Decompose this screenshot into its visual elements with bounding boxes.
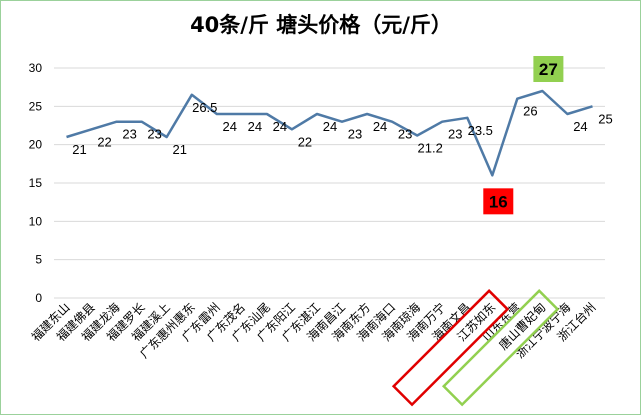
highlight-boxes	[391, 289, 560, 407]
y-tick-label: 0	[35, 291, 42, 305]
highlight-box	[391, 289, 510, 407]
data-label: 23	[348, 127, 362, 142]
y-tick-label: 15	[29, 176, 43, 190]
y-tick-label: 10	[29, 214, 43, 228]
series-line	[66, 89, 593, 177]
max-callout-label: 27	[539, 60, 558, 79]
data-label: 21.2	[418, 140, 443, 155]
chart-title: 40条/斤 塘头价格（元/斤）	[190, 13, 452, 37]
x-axis-ticks: 福建东山福建佛县福建龙海福建罗长福建溪上广东惠州惠东广东雷州广东茂名广东汕尾广东…	[28, 300, 599, 362]
max-callout-box	[533, 56, 564, 82]
y-axis-ticks: 0 5 10 15 20 25 30	[29, 61, 43, 305]
data-label: 21	[172, 142, 186, 157]
data-label: 22	[298, 134, 312, 149]
data-label: 21	[72, 142, 86, 157]
data-label: 23	[448, 127, 462, 142]
min-callout-label: 16	[489, 192, 508, 211]
y-tick-label: 20	[29, 138, 43, 152]
data-label: 23	[122, 127, 136, 142]
y-tick-label: 30	[29, 61, 43, 75]
data-label: 26.5	[192, 100, 217, 115]
data-label: 23	[147, 127, 161, 142]
data-label: 24	[223, 119, 237, 134]
data-label: 24	[323, 119, 337, 134]
data-label: 24	[573, 119, 587, 134]
data-label: 23.5	[468, 123, 493, 138]
min-callout-box	[483, 188, 514, 215]
highlight-box	[441, 289, 560, 407]
data-label: 24	[373, 119, 387, 134]
data-label: 22	[97, 134, 111, 149]
data-label: 25	[598, 111, 612, 126]
data-label: 24	[248, 119, 262, 134]
data-label: 23	[398, 127, 412, 142]
y-tick-label: 25	[29, 99, 43, 113]
data-label: 26	[523, 104, 537, 119]
callouts: 27 16	[483, 56, 564, 215]
y-tick-label: 5	[35, 253, 42, 267]
gridlines	[54, 67, 605, 299]
data-labels: 21 22 23 23 21 26.5 24 24 24 22 24 23 24 23 21.2 23 23.5…	[72, 100, 612, 157]
data-label: 24	[273, 119, 287, 134]
